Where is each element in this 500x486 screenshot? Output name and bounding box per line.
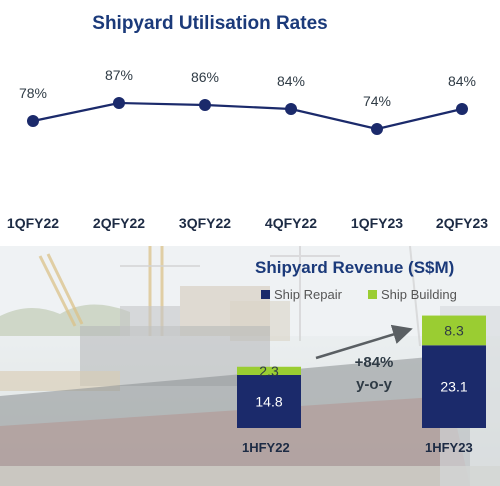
data-point xyxy=(456,103,468,115)
data-label: 84% xyxy=(277,73,305,89)
utilisation-plot: 78% 1QFY22 87% 2QFY22 86% 3QFY22 84% 4QFY22 74% 1… xyxy=(7,67,488,231)
utilisation-chart-title: Shipyard Utilisation Rates xyxy=(92,13,328,34)
data-point xyxy=(285,103,297,115)
revenue-chart-title: Shipyard Revenue (S$M) xyxy=(255,258,455,277)
revenue-category-label: 1HFY23 xyxy=(425,440,473,455)
data-point xyxy=(27,115,39,127)
data-label: 78% xyxy=(19,85,47,101)
data-point xyxy=(199,99,211,111)
revenue-category-label: 1HFY22 xyxy=(242,440,290,455)
data-point xyxy=(371,123,383,135)
series-line xyxy=(32,101,463,131)
growth-period: y-o-y xyxy=(356,376,392,393)
data-label: 86% xyxy=(191,69,219,85)
ship-building-swatch xyxy=(368,290,377,299)
data-label: 87% xyxy=(105,67,133,83)
x-tick-label: 1QFY22 xyxy=(7,215,59,231)
legend-ship-building-label: Ship Building xyxy=(381,287,457,302)
shipyard-photo-background xyxy=(0,246,500,486)
legend-ship-building: Ship Building xyxy=(368,287,457,302)
legend-ship-repair-label: Ship Repair xyxy=(274,287,342,302)
legend-ship-repair: Ship Repair xyxy=(261,287,342,302)
data-label: 84% xyxy=(448,73,476,89)
growth-annotation: +84% y-o-y xyxy=(344,352,404,396)
ship-repair-swatch xyxy=(261,290,270,299)
x-tick-label: 2QFY23 xyxy=(436,215,488,231)
data-point xyxy=(113,97,125,109)
x-tick-label: 2QFY22 xyxy=(93,215,145,231)
x-tick-label: 4QFY22 xyxy=(265,215,317,231)
growth-percent: +84% xyxy=(354,354,394,371)
x-tick-label: 3QFY22 xyxy=(179,215,231,231)
data-label: 74% xyxy=(363,93,391,109)
utilisation-chart: Shipyard Utilisation Rates 78% 1QFY22 87% 2… xyxy=(7,13,488,231)
x-tick-label: 1QFY23 xyxy=(351,215,403,231)
